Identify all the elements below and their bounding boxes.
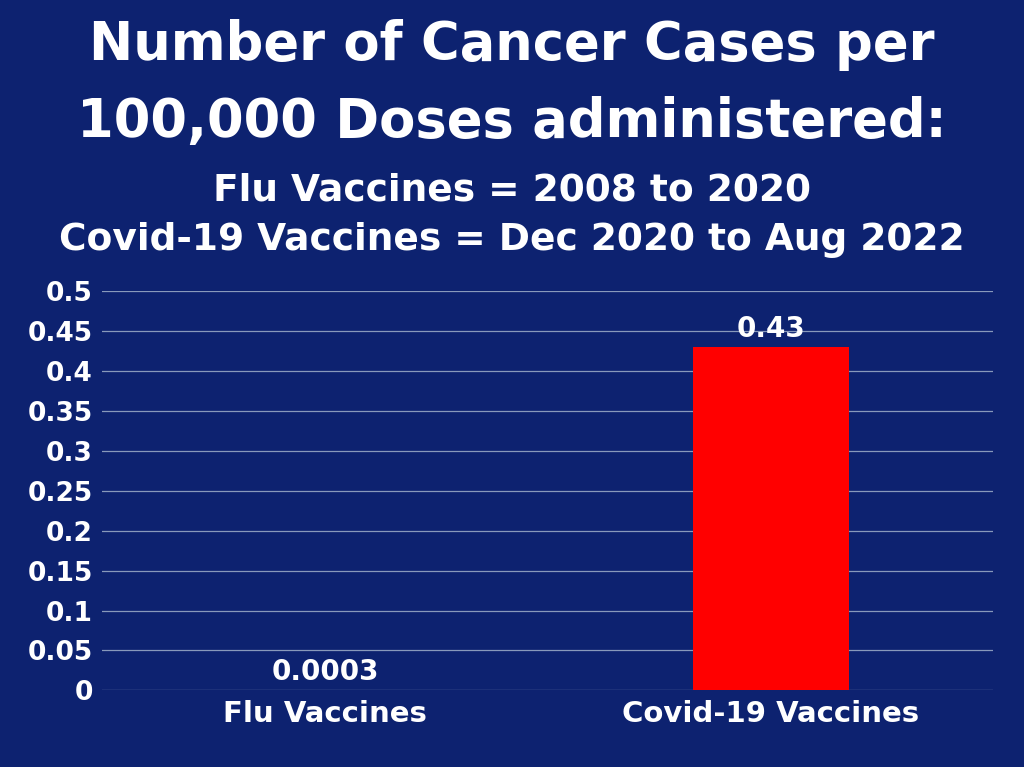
Text: 100,000 Doses administered:: 100,000 Doses administered:: [77, 96, 947, 148]
Text: 0.43: 0.43: [736, 314, 805, 343]
Text: 0.0003: 0.0003: [271, 658, 379, 686]
Text: Number of Cancer Cases per: Number of Cancer Cases per: [89, 19, 935, 71]
Text: Covid-19 Vaccines = Dec 2020 to Aug 2022: Covid-19 Vaccines = Dec 2020 to Aug 2022: [59, 222, 965, 258]
Text: Flu Vaccines = 2008 to 2020: Flu Vaccines = 2008 to 2020: [213, 173, 811, 209]
Bar: [692, 347, 849, 690]
